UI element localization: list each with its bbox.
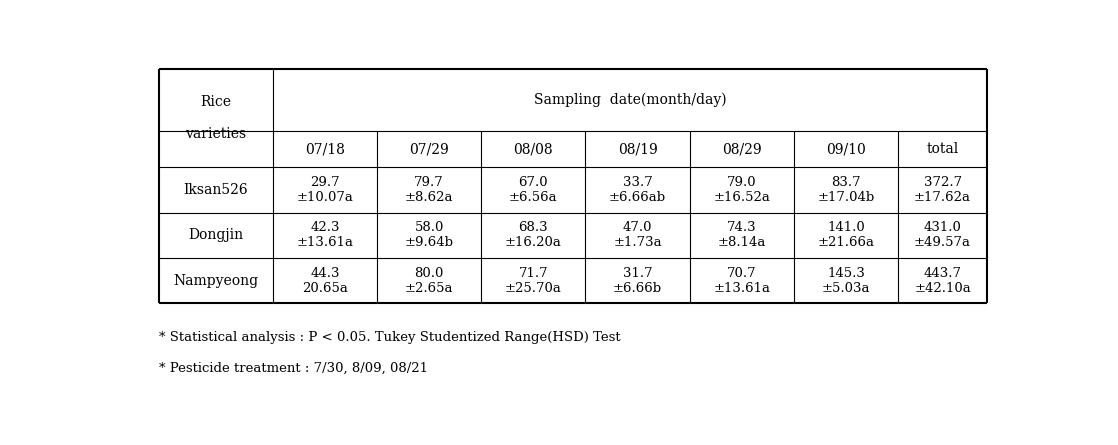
Text: 74.3
±8.14a: 74.3 ±8.14a	[718, 221, 766, 249]
Text: 07/18: 07/18	[305, 142, 344, 156]
Text: 08/08: 08/08	[513, 142, 553, 156]
Text: 71.7
±25.70a: 71.7 ±25.70a	[505, 267, 561, 295]
Text: 141.0
±21.66a: 141.0 ±21.66a	[817, 221, 874, 249]
Text: 31.7
±6.66b: 31.7 ±6.66b	[613, 267, 662, 295]
Text: 07/29: 07/29	[409, 142, 449, 156]
Text: 79.7
±8.62a: 79.7 ±8.62a	[405, 176, 454, 204]
Text: Rice

varieties: Rice varieties	[186, 95, 246, 142]
Text: 431.0
±49.57a: 431.0 ±49.57a	[915, 221, 972, 249]
Text: 372.7
±17.62a: 372.7 ±17.62a	[915, 176, 972, 204]
Text: 29.7
±10.07a: 29.7 ±10.07a	[296, 176, 353, 204]
Text: 58.0
±9.64b: 58.0 ±9.64b	[405, 221, 454, 249]
Text: Iksan526: Iksan526	[183, 183, 248, 197]
Text: 79.0
±16.52a: 79.0 ±16.52a	[713, 176, 770, 204]
Text: 08/29: 08/29	[722, 142, 761, 156]
Text: Dongjin: Dongjin	[188, 228, 244, 243]
Text: 42.3
±13.61a: 42.3 ±13.61a	[296, 221, 353, 249]
Text: Sampling  date(month/day): Sampling date(month/day)	[533, 93, 727, 107]
Text: 09/10: 09/10	[826, 142, 865, 156]
Text: 145.3
±5.03a: 145.3 ±5.03a	[822, 267, 870, 295]
Text: 47.0
±1.73a: 47.0 ±1.73a	[614, 221, 662, 249]
Text: 44.3
20.65a: 44.3 20.65a	[302, 267, 348, 295]
Text: 83.7
±17.04b: 83.7 ±17.04b	[817, 176, 874, 204]
Text: 33.7
±6.66ab: 33.7 ±6.66ab	[609, 176, 666, 204]
Text: total: total	[927, 142, 959, 156]
Text: 443.7
±42.10a: 443.7 ±42.10a	[915, 267, 970, 295]
Text: * Statistical analysis : P < 0.05. Tukey Studentized Range(HSD) Test: * Statistical analysis : P < 0.05. Tukey…	[159, 331, 620, 344]
Text: * Pesticide treatment : 7/30, 8/09, 08/21: * Pesticide treatment : 7/30, 8/09, 08/2…	[159, 362, 428, 375]
Text: 80.0
±2.65a: 80.0 ±2.65a	[405, 267, 454, 295]
Text: 67.0
±6.56a: 67.0 ±6.56a	[509, 176, 558, 204]
Text: 68.3
±16.20a: 68.3 ±16.20a	[505, 221, 561, 249]
Text: Nampyeong: Nampyeong	[173, 274, 258, 287]
Text: 70.7
±13.61a: 70.7 ±13.61a	[713, 267, 770, 295]
Text: 08/19: 08/19	[617, 142, 657, 156]
